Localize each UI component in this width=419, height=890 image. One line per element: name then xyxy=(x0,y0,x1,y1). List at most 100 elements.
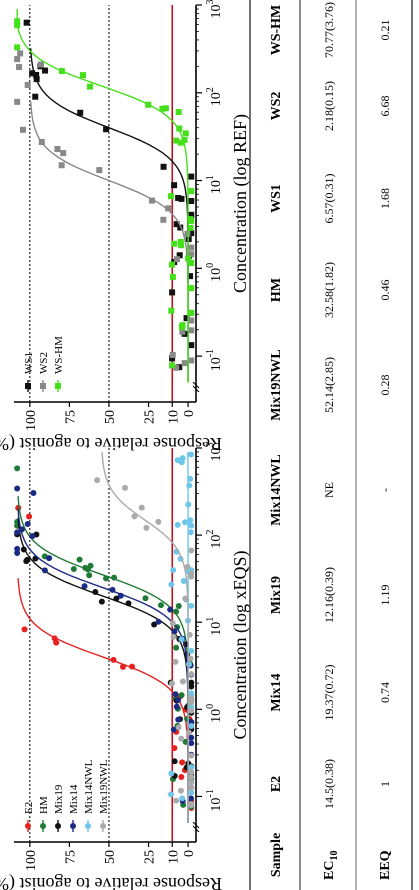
data-point xyxy=(98,598,105,605)
chart-right: 01025507510010-1100101102103Concentratio… xyxy=(0,0,251,454)
data-point xyxy=(173,608,180,615)
data-point xyxy=(29,533,36,540)
data-point xyxy=(167,791,174,798)
data-point xyxy=(14,545,21,552)
data-point xyxy=(70,566,77,573)
data-point xyxy=(188,670,195,677)
data-point xyxy=(76,556,83,563)
data-point xyxy=(188,722,195,729)
data-point xyxy=(173,703,180,710)
data-point xyxy=(170,567,177,574)
data-point xyxy=(170,633,177,640)
table-cell: 0.21 xyxy=(378,20,392,41)
data-point xyxy=(23,19,30,26)
data-point xyxy=(179,678,186,685)
data-point xyxy=(173,797,180,804)
data-point xyxy=(182,130,189,137)
data-point xyxy=(80,72,87,79)
data-point xyxy=(171,182,178,189)
y-tick-label: 50 xyxy=(103,850,118,864)
legend-swatch-marker xyxy=(100,823,106,829)
data-point xyxy=(188,734,195,741)
data-point xyxy=(155,518,162,525)
data-point xyxy=(33,71,40,78)
data-point xyxy=(188,740,195,747)
data-point xyxy=(188,707,195,714)
x-tick-base: 10 xyxy=(209,92,224,106)
table-header-cell: Mix19NWL xyxy=(269,349,284,421)
x-tick-label: 10-1 xyxy=(205,789,224,811)
data-point xyxy=(171,240,178,247)
data-point xyxy=(188,217,195,224)
data-point xyxy=(94,477,101,484)
legend-swatch-marker xyxy=(55,823,61,829)
data-point xyxy=(179,455,186,462)
table-cell: - xyxy=(378,488,392,492)
table-cell: 6.57(0.31) xyxy=(322,174,336,224)
data-point xyxy=(188,695,195,702)
data-point xyxy=(58,162,65,169)
data-point xyxy=(178,242,185,249)
data-point xyxy=(188,764,195,771)
data-point xyxy=(179,759,186,766)
axis-break-mark xyxy=(192,385,200,393)
data-point xyxy=(188,522,195,529)
legend-label: WS1 xyxy=(23,352,35,374)
data-point xyxy=(169,273,176,280)
x-tick-exp: -1 xyxy=(205,789,216,797)
legend-swatch-marker xyxy=(70,823,76,829)
data-point xyxy=(167,606,174,613)
data-point xyxy=(188,357,195,364)
data-point xyxy=(46,555,53,562)
data-point xyxy=(186,631,193,638)
table-cell: 1 xyxy=(378,781,392,787)
table-row-label: EC10 xyxy=(322,851,340,880)
data-point xyxy=(188,570,195,577)
data-point xyxy=(17,50,24,57)
x-tick-label: 100 xyxy=(205,263,224,282)
data-point xyxy=(188,309,195,316)
data-point xyxy=(113,595,120,602)
data-point xyxy=(184,563,191,570)
data-point xyxy=(178,692,185,699)
table-cell: 32.58(1.82) xyxy=(322,262,336,318)
data-point xyxy=(125,600,132,607)
table-header-cell: WS-HM xyxy=(269,5,284,56)
data-point xyxy=(110,656,117,663)
x-tick-label: 101 xyxy=(205,175,224,194)
data-point xyxy=(86,83,93,90)
chart-left: 01025507510010-1100101102103Concentratio… xyxy=(0,443,251,890)
data-point xyxy=(162,105,169,112)
x-tick-label: 103 xyxy=(205,443,224,462)
x-tick-exp: 3 xyxy=(205,0,216,5)
data-point xyxy=(169,352,176,359)
data-point xyxy=(188,285,195,292)
data-point xyxy=(92,589,99,596)
table-row-label: EEQ xyxy=(378,850,393,880)
data-point xyxy=(165,205,172,212)
data-point xyxy=(188,789,195,796)
data-point xyxy=(51,635,58,642)
axis-break-mark xyxy=(192,825,200,833)
data-point xyxy=(182,595,189,602)
x-tick-exp: 0 xyxy=(205,704,216,709)
data-point xyxy=(24,81,31,88)
x-tick-exp: 2 xyxy=(205,87,216,92)
data-point xyxy=(173,256,180,263)
data-point xyxy=(188,198,195,205)
table-cell: 6.68 xyxy=(378,96,392,117)
data-point xyxy=(20,546,27,553)
table-cell: 0.28 xyxy=(378,375,392,396)
y-tick-label: 10 xyxy=(166,850,181,864)
data-point xyxy=(111,574,118,581)
data-point xyxy=(175,194,182,201)
table-cell: 2.18(0.15) xyxy=(322,81,336,131)
data-point xyxy=(32,93,39,100)
data-point xyxy=(179,322,186,329)
data-point xyxy=(188,683,195,690)
table-header-cell: WS2 xyxy=(269,92,284,121)
data-point xyxy=(188,769,195,776)
data-point xyxy=(169,680,176,687)
data-point xyxy=(175,724,182,731)
